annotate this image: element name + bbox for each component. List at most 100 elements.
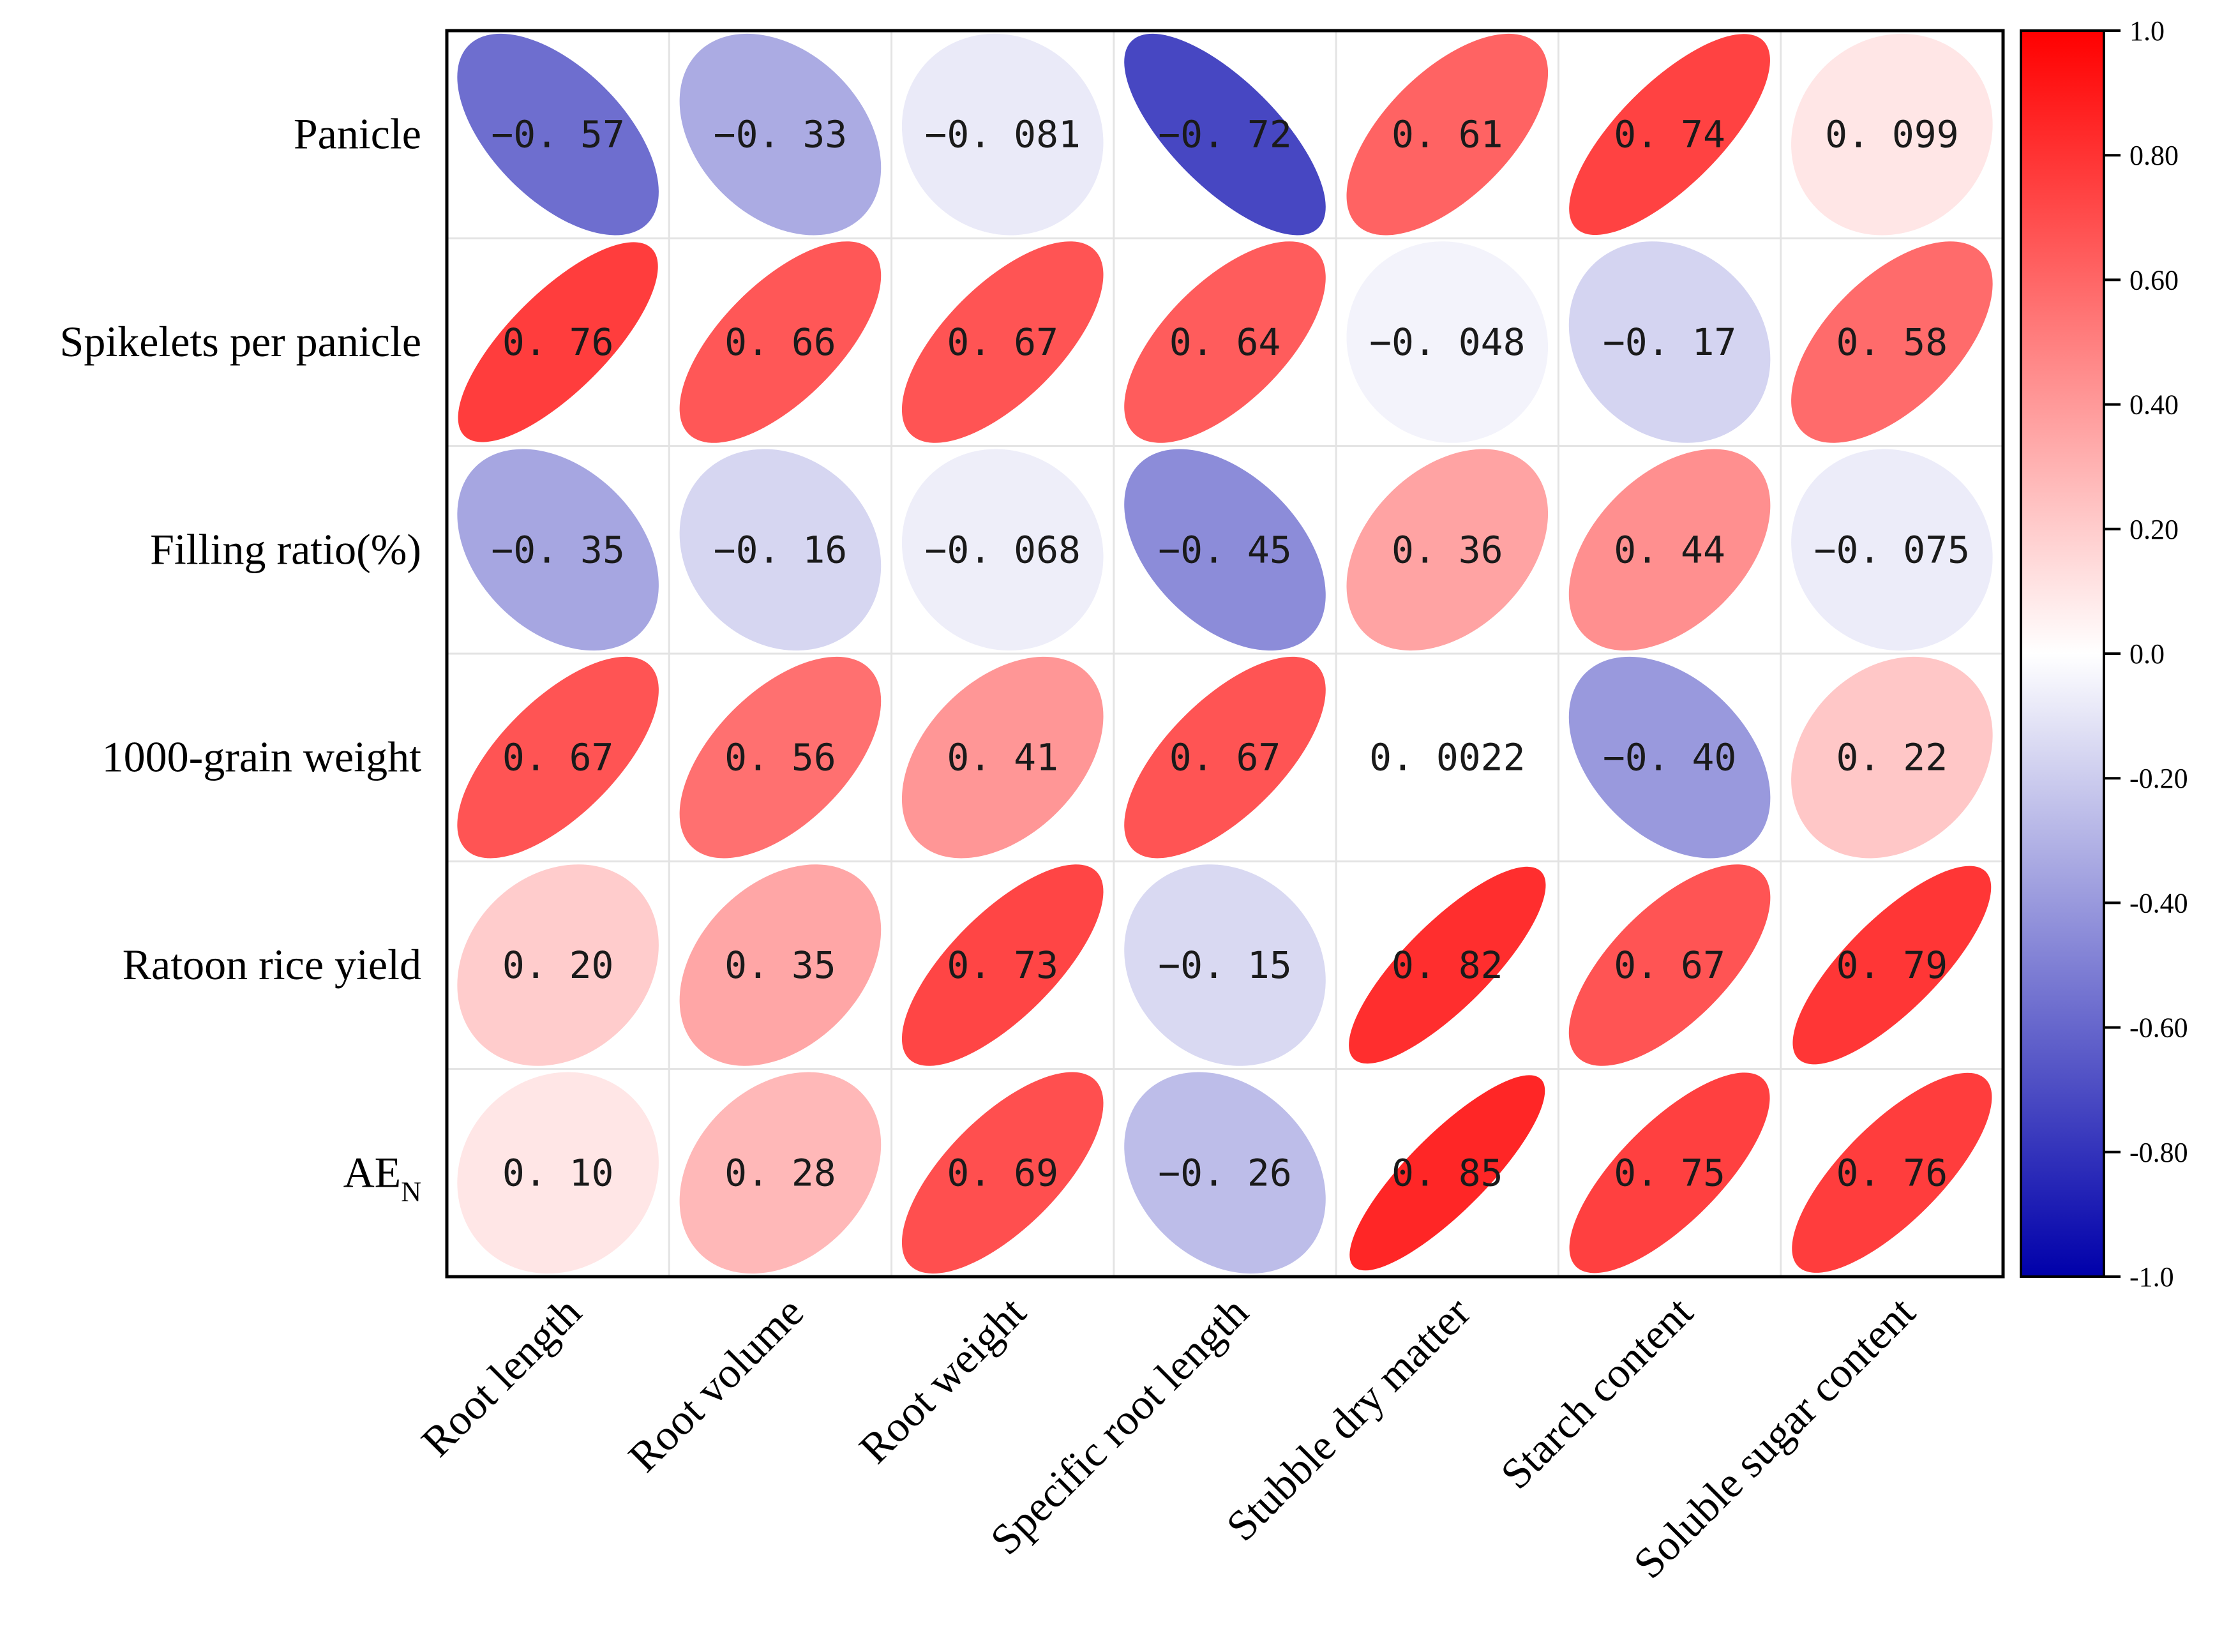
row-label-4: Ratoon rice yield: [123, 940, 421, 989]
row-label-2: Filling ratio(%): [150, 525, 421, 573]
corr-ellipse-r0-c4: [1346, 33, 1549, 236]
corr-value-r2-c1: −0. 16: [714, 528, 848, 571]
row-label-main: Ratoon rice yield: [123, 940, 421, 989]
corr-ellipse-r0-c6: [1791, 33, 1993, 236]
corr-ellipse-r1-c3: [1124, 241, 1326, 443]
corr-value-r4-c6: 0. 79: [1836, 943, 1948, 987]
row-label-main: Panicle: [294, 110, 421, 158]
colorbar-ticks: 1.0 0.80 0.60 0.40 0.20 0.0 -0.20 -0.40 -0.60 -0.…: [2104, 15, 2188, 1293]
corr-ellipse-r3-c2: [901, 656, 1104, 859]
corr-ellipse-r5-c2: [901, 1072, 1104, 1274]
corr-ellipse-r3-c3: [1124, 656, 1326, 859]
corr-value-r0-c3: −0. 72: [1158, 113, 1292, 156]
corr-value-r5-c4: 0. 85: [1392, 1151, 1503, 1194]
col-label-1: Root volume: [619, 1288, 813, 1482]
corr-ellipse-r2-c3: [1124, 449, 1326, 651]
corr-ellipse-r5-c5: [1569, 1072, 1770, 1273]
corr-value-r3-c5: −0. 40: [1603, 736, 1737, 779]
corr-ellipse-r4-c0: [457, 864, 659, 1066]
corr-ellipse-r1-c1: [679, 241, 882, 443]
colorbar-tick-label-3: 0.40: [2129, 389, 2179, 421]
corr-ellipse-r0-c1: [679, 33, 882, 236]
colorbar-tick-label-5: 0.0: [2129, 638, 2165, 670]
colorbar-gradient: [2020, 29, 2105, 1278]
corr-value-r2-c6: −0. 075: [1814, 528, 1970, 571]
row-label-5: AEN: [343, 1148, 421, 1207]
corr-ellipse-r5-c0: [457, 1072, 659, 1274]
corr-ellipse-r5-c1: [679, 1072, 882, 1274]
corr-ellipse-r3-c1: [679, 656, 882, 859]
corr-value-r5-c1: 0. 28: [725, 1151, 836, 1194]
row-label-main: AE: [343, 1148, 402, 1196]
col-label-0: Root length: [412, 1288, 590, 1466]
corr-ellipse-r4-c4: [1349, 866, 1546, 1064]
column-labels: Root length Root volume Root weightSpecifi…: [412, 1288, 1924, 1588]
corr-ellipse-r4-c2: [901, 864, 1104, 1066]
corr-ellipse-r3-c0: [457, 656, 659, 859]
corr-value-r1-c2: 0. 67: [947, 320, 1058, 364]
corr-value-r0-c5: 0. 74: [1614, 113, 1725, 156]
corr-value-r5-c0: 0. 10: [502, 1151, 614, 1194]
corr-value-r1-c3: 0. 64: [1169, 320, 1281, 364]
corr-value-r3-c2: 0. 41: [947, 736, 1058, 779]
row-label-0: Panicle: [294, 110, 421, 158]
corr-value-r0-c6: 0. 099: [1825, 113, 1959, 156]
corr-value-r2-c5: 0. 44: [1614, 528, 1725, 571]
corr-value-r4-c0: 0. 20: [502, 943, 614, 987]
corr-value-r2-c2: −0. 068: [924, 528, 1080, 571]
corr-value-r1-c0: 0. 76: [502, 320, 614, 364]
value-labels: −0. 57 −0. 33 −0. 081 −0. 72 0. 61 0. 74 0. 09…: [491, 113, 1970, 1195]
corr-ellipse-r2-c5: [1568, 449, 1771, 651]
col-label-5: Starch content: [1491, 1288, 1702, 1498]
corr-value-r0-c0: −0. 57: [491, 113, 625, 156]
corr-ellipse-r4-c5: [1568, 864, 1771, 1066]
corr-value-r4-c1: 0. 35: [725, 943, 836, 987]
col-label-4: Stubble dry matter: [1217, 1288, 1480, 1551]
row-label-1: Spikelets per panicle: [60, 317, 421, 366]
corr-value-r5-c3: −0. 26: [1158, 1151, 1292, 1194]
colorbar-tick-label-1: 0.80: [2129, 140, 2179, 171]
corr-value-r1-c6: 0. 58: [1836, 320, 1948, 364]
grid-lines: [447, 31, 2003, 1277]
corr-ellipse-r5-c3: [1124, 1072, 1326, 1274]
ellipse-layer: [457, 33, 1993, 1274]
row-label-subscript: N: [401, 1176, 421, 1207]
row-label-main: Spikelets per panicle: [60, 317, 421, 366]
corr-value-r5-c2: 0. 69: [947, 1151, 1058, 1194]
corr-value-r3-c3: 0. 67: [1169, 736, 1281, 779]
corr-ellipse-r1-c2: [901, 241, 1104, 443]
corr-value-r4-c3: −0. 15: [1158, 943, 1292, 987]
corr-ellipse-r3-c6: [1791, 656, 1993, 859]
colorbar: 1.0 0.80 0.60 0.40 0.20 0.0 -0.20 -0.40 -0.60 -0.…: [2020, 15, 2188, 1293]
corr-ellipse-r3-c5: [1568, 656, 1771, 859]
corr-value-r5-c5: 0. 75: [1614, 1151, 1725, 1194]
corr-ellipse-r0-c2: [901, 33, 1104, 236]
corr-value-r3-c1: 0. 56: [725, 736, 836, 779]
col-label-2: Root weight: [850, 1288, 1035, 1473]
corr-value-r4-c2: 0. 73: [947, 943, 1058, 987]
corr-value-r4-c4: 0. 82: [1392, 943, 1503, 987]
corr-ellipse-r2-c6: [1791, 449, 1993, 651]
colorbar-tick-label-0: 1.0: [2129, 15, 2165, 47]
corr-value-r0-c2: −0. 081: [924, 113, 1080, 156]
row-label-main: Filling ratio(%): [150, 525, 421, 573]
corr-value-r2-c0: −0. 35: [491, 528, 625, 571]
corr-value-r0-c1: −0. 33: [714, 113, 848, 156]
colorbar-tick-label-4: 0.20: [2129, 514, 2179, 545]
corr-value-r0-c4: 0. 61: [1392, 113, 1503, 156]
corr-ellipse-r4-c3: [1124, 864, 1326, 1066]
corr-value-r3-c6: 0. 22: [1836, 736, 1948, 779]
corr-ellipse-r1-c6: [1791, 241, 1993, 443]
corr-ellipse-r0-c3: [1124, 33, 1326, 236]
corr-ellipse-r0-c0: [457, 33, 659, 236]
row-label-main: 1000-grain weight: [102, 733, 422, 781]
corr-ellipse-r1-c0: [458, 242, 658, 442]
colorbar-tick-label-7: -0.40: [2129, 887, 2188, 919]
corr-ellipse-r2-c0: [457, 449, 659, 651]
colorbar-tick-label-10: -1.0: [2129, 1261, 2174, 1293]
corr-value-r2-c4: 0. 36: [1392, 528, 1503, 571]
corr-ellipse-r2-c1: [679, 449, 882, 651]
corr-ellipse-r2-c4: [1346, 449, 1549, 651]
corr-value-r1-c4: −0. 048: [1369, 320, 1525, 364]
